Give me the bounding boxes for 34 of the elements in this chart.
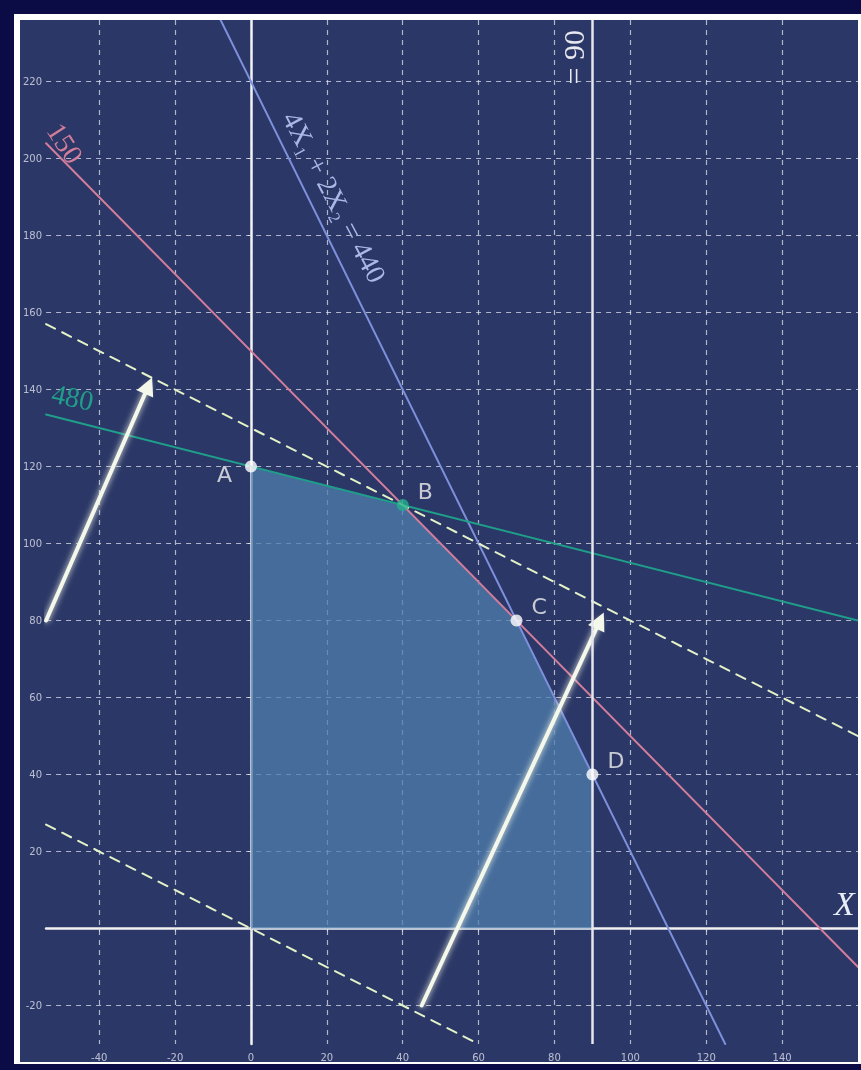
y-tick-label: 120	[22, 461, 43, 473]
point	[510, 614, 523, 627]
y-tick-label: 40	[29, 769, 43, 781]
x-tick-label: 100	[620, 1051, 640, 1063]
y-tick-label: 200	[22, 153, 43, 165]
y-tick-label: 160	[22, 307, 43, 319]
annotation: 480	[48, 377, 97, 417]
data-label: D	[607, 748, 625, 774]
point	[396, 499, 409, 512]
y-tick-label: 180	[22, 230, 43, 242]
x-tick-label: 0	[247, 1051, 255, 1063]
x-tick-label: 140	[772, 1051, 792, 1063]
data-label: B	[417, 478, 433, 504]
data-label: A	[216, 462, 232, 488]
x-tick-label: -40	[91, 1051, 108, 1063]
y-tick-label: 60	[29, 692, 43, 704]
y-tick-label: 20	[29, 846, 43, 858]
x-tick-label: -20	[166, 1051, 184, 1063]
data-label: C	[531, 594, 547, 620]
y-tick-label: 80	[29, 615, 43, 627]
y-tick-label: -20	[25, 1000, 43, 1011]
x-tick-label: 120	[696, 1051, 716, 1063]
x-tick-label: 20	[320, 1051, 334, 1063]
point	[586, 768, 599, 781]
x-tick-label: 80	[548, 1051, 561, 1063]
x-axis-title: X	[832, 885, 856, 923]
point	[244, 460, 257, 473]
x-tick-label: 60	[472, 1051, 485, 1063]
annotation: 4X₁ + 2X₂ = 440	[276, 106, 393, 289]
y-tick-label: 220	[22, 76, 43, 88]
ref-line-label: = 90	[556, 30, 590, 85]
y-tick-label: 140	[22, 384, 43, 396]
y-tick-label: 100	[22, 538, 43, 550]
x-tick-label: 40	[396, 1051, 410, 1063]
